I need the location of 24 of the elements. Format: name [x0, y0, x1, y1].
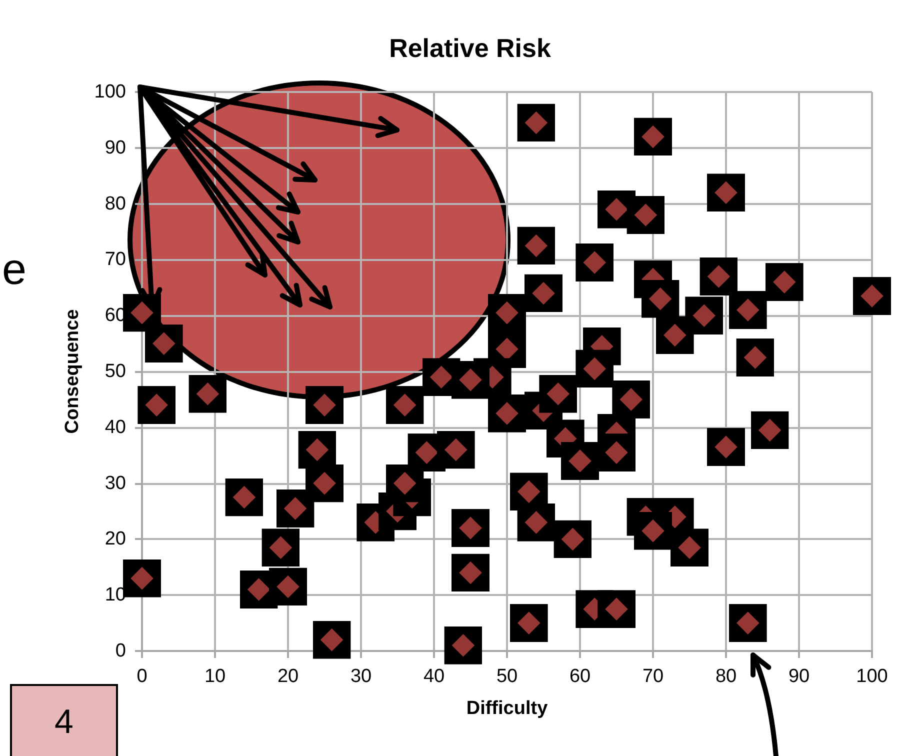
x-tick-label: 90	[788, 666, 810, 687]
x-tick-label: 40	[423, 666, 445, 687]
y-tick-label: 40	[104, 416, 126, 438]
x-tick-label: 70	[642, 666, 664, 687]
y-axis-title: Consequence	[62, 309, 83, 434]
x-tick-label: 100	[856, 666, 888, 687]
text: e	[2, 245, 26, 295]
y-tick-label: 70	[104, 249, 126, 270]
chart-title: Relative Risk	[389, 33, 552, 63]
x-tick-label: 10	[204, 666, 226, 687]
x-tick-label: 50	[496, 666, 518, 687]
x-tick-label: 80	[715, 666, 737, 687]
x-tick-label: 0	[136, 666, 148, 687]
x-tick-label: 60	[569, 666, 591, 687]
y-tick-label: 30	[104, 472, 126, 494]
y-tick-label: 0	[115, 640, 126, 662]
y-tick-label: 80	[104, 193, 126, 214]
y-tick-label: 90	[104, 137, 126, 158]
x-tick-label: 30	[350, 666, 372, 687]
x-axis-title: Difficulty	[466, 698, 548, 719]
x-tick-label: 20	[277, 666, 299, 687]
y-tick-label: 100	[94, 82, 126, 102]
y-tick-label: 20	[104, 528, 126, 550]
y-tick-label: 50	[104, 361, 126, 382]
